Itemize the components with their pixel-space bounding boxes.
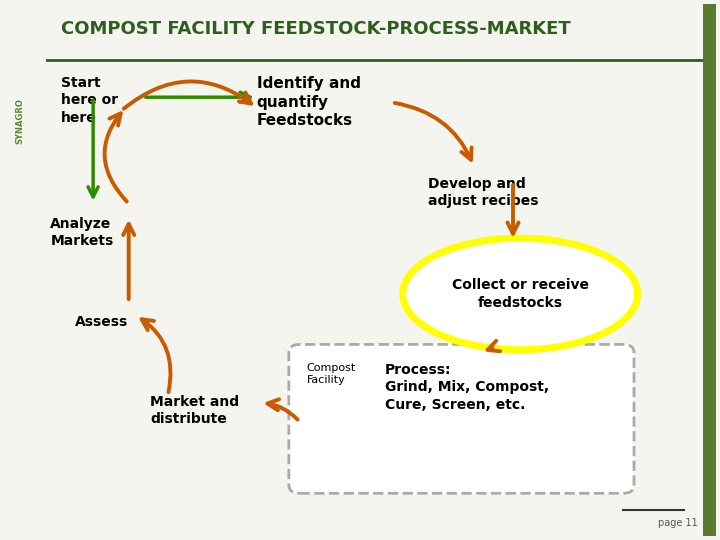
FancyArrowPatch shape [124, 82, 251, 109]
Text: Collect or receive
feedstocks: Collect or receive feedstocks [451, 278, 589, 309]
FancyArrowPatch shape [145, 92, 250, 102]
FancyArrowPatch shape [104, 113, 127, 201]
FancyBboxPatch shape [289, 345, 634, 494]
FancyArrowPatch shape [487, 341, 500, 351]
Ellipse shape [402, 238, 637, 350]
FancyArrowPatch shape [395, 103, 472, 160]
Bar [703, 4, 716, 536]
Text: Develop and
adjust recipes: Develop and adjust recipes [428, 177, 538, 208]
Text: SYNAGRO: SYNAGRO [15, 98, 24, 144]
FancyArrowPatch shape [267, 399, 297, 420]
Text: COMPOST FACILITY FEEDSTOCK-PROCESS-MARKET: COMPOST FACILITY FEEDSTOCK-PROCESS-MARKE… [61, 20, 571, 38]
Text: Start
here or
here: Start here or here [61, 76, 118, 125]
Text: Compost
Facility: Compost Facility [307, 363, 356, 384]
FancyArrowPatch shape [508, 185, 518, 234]
Text: Market and
distribute: Market and distribute [150, 395, 239, 426]
Text: Assess: Assess [76, 315, 129, 329]
Text: Process:
Grind, Mix, Compost,
Cure, Screen, etc.: Process: Grind, Mix, Compost, Cure, Scre… [385, 363, 549, 411]
Text: Identify and
quantify
Feedstocks: Identify and quantify Feedstocks [257, 76, 361, 128]
FancyArrowPatch shape [123, 224, 134, 299]
Text: Analyze
Markets: Analyze Markets [50, 217, 114, 248]
FancyArrowPatch shape [88, 100, 98, 197]
Text: page 11: page 11 [658, 518, 698, 528]
FancyArrowPatch shape [142, 319, 171, 392]
